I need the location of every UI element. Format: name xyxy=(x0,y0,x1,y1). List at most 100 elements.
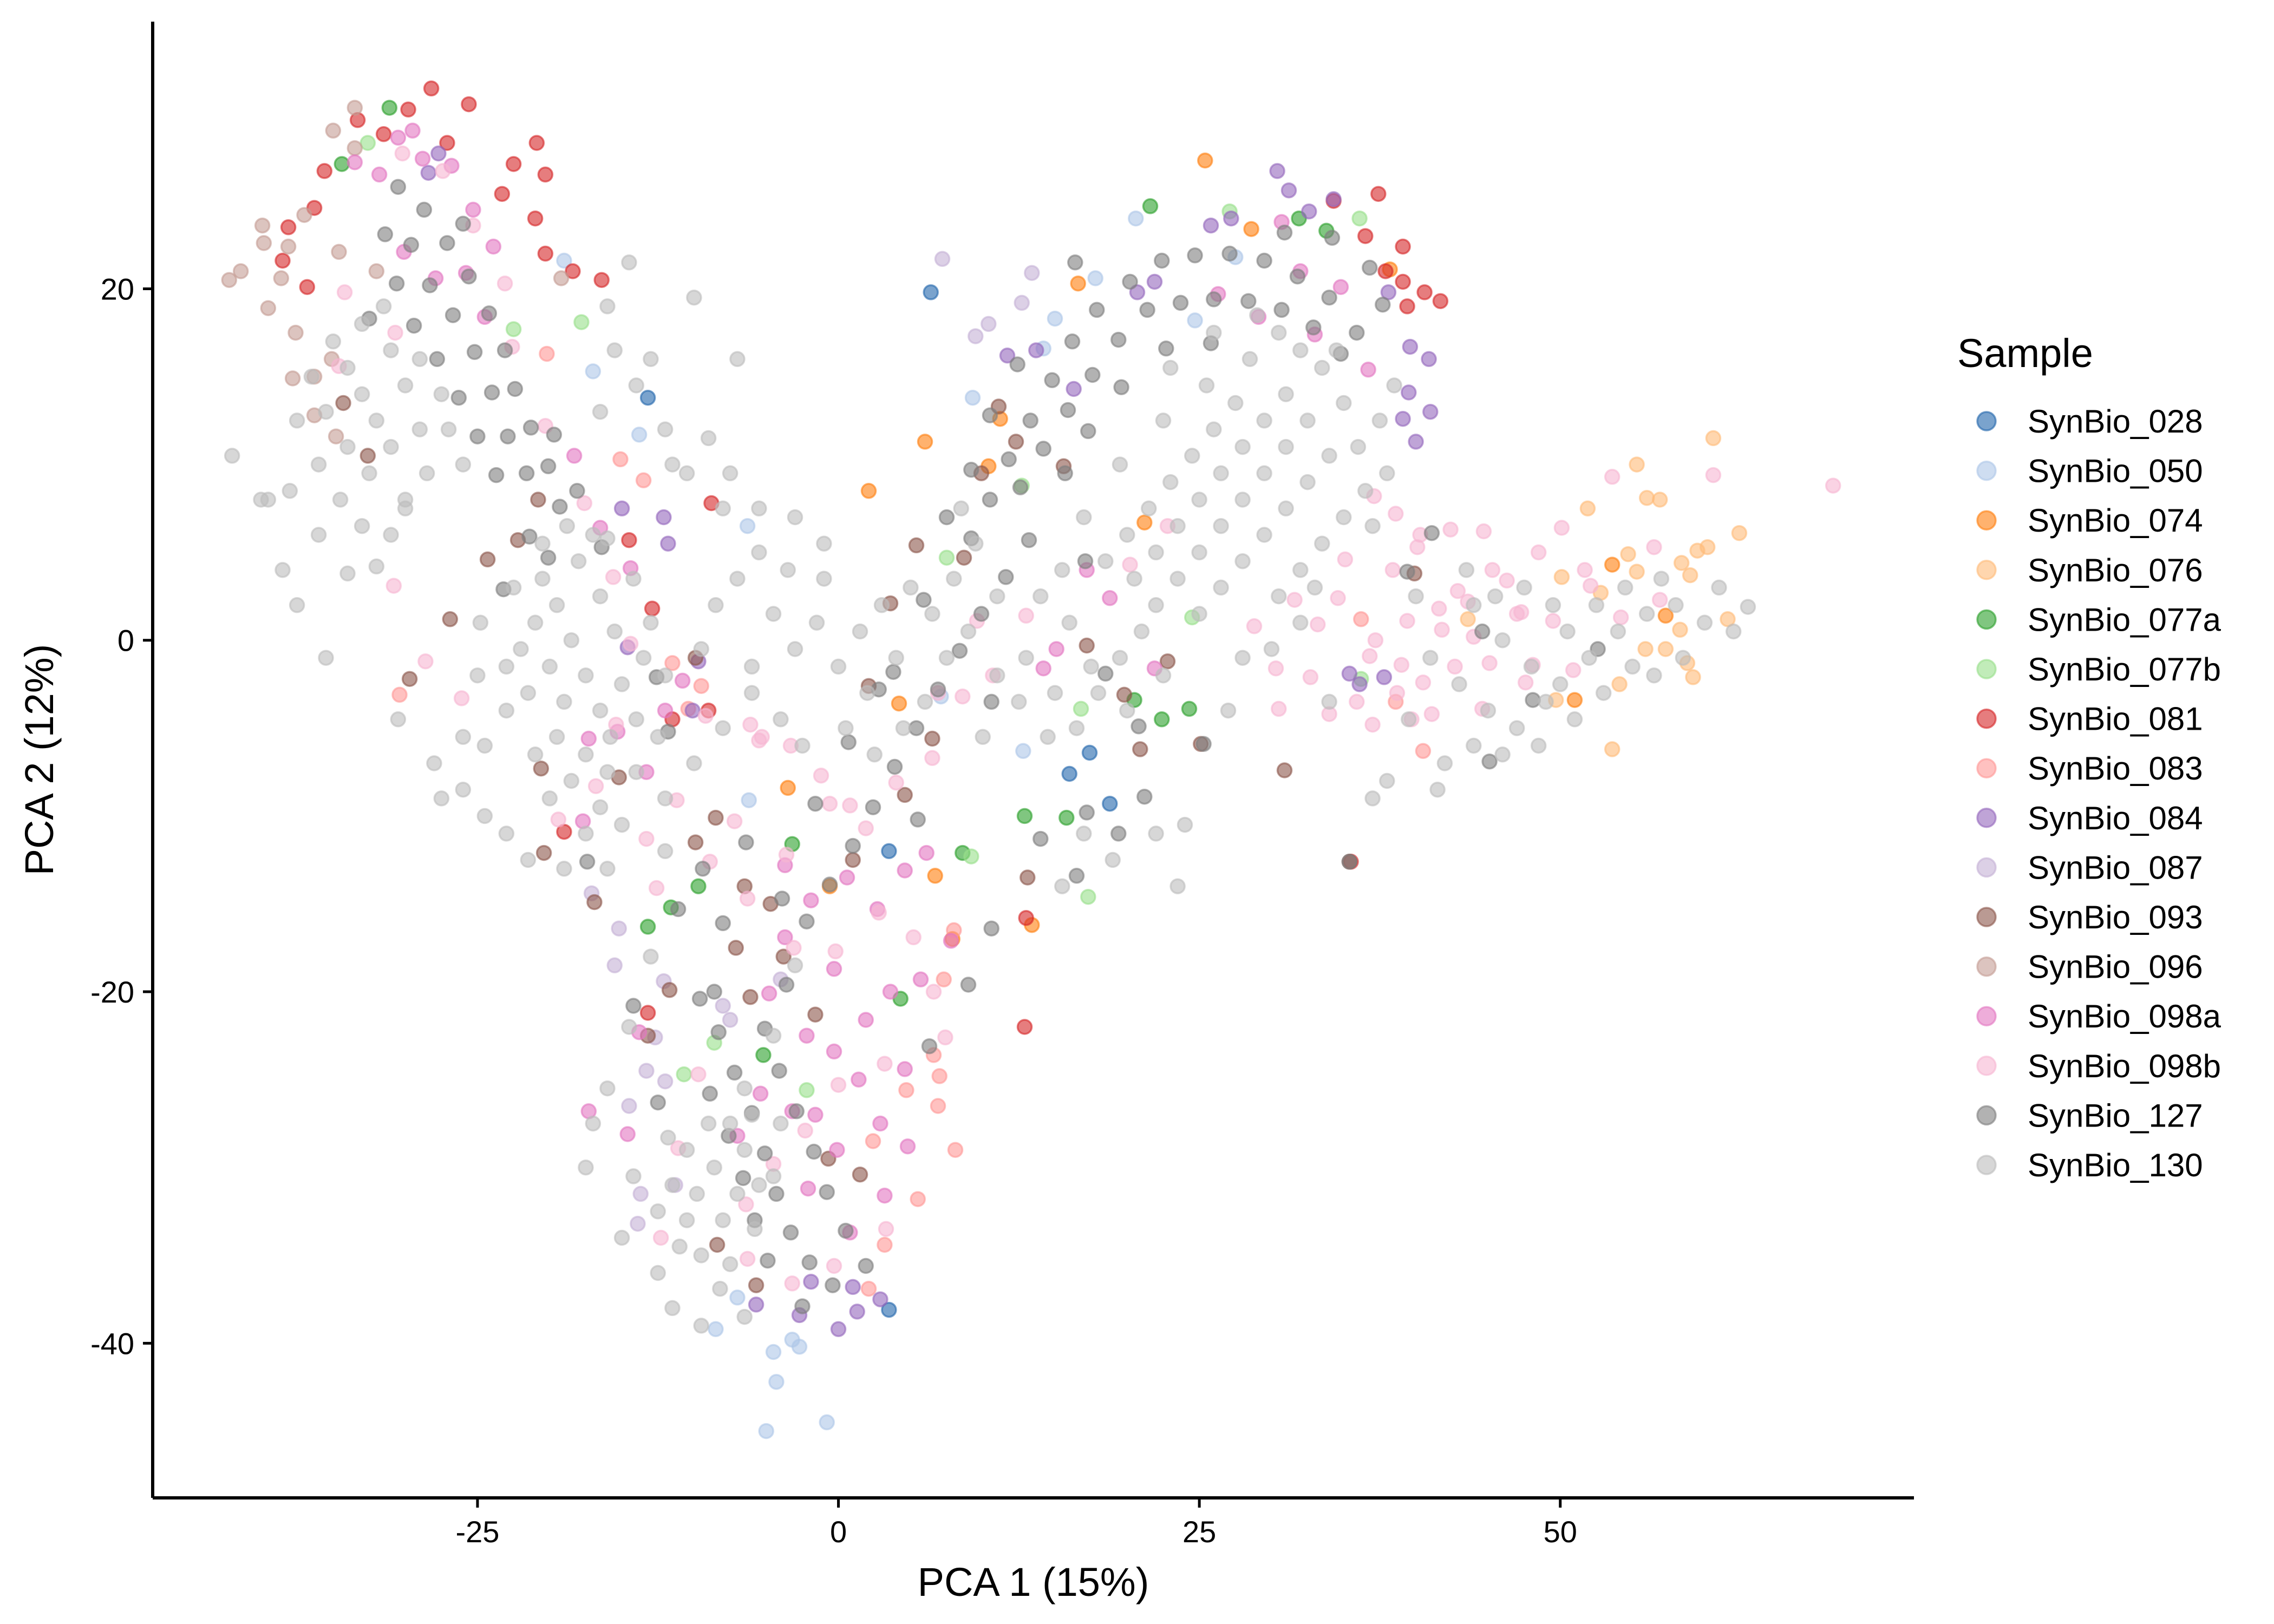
data-point xyxy=(439,135,455,151)
data-point xyxy=(778,847,795,863)
data-point xyxy=(1018,909,1034,926)
data-point xyxy=(917,434,933,450)
data-point xyxy=(1466,597,1482,613)
data-point xyxy=(1213,465,1229,482)
data-point xyxy=(585,363,602,379)
data-point xyxy=(1494,632,1511,649)
data-point xyxy=(1395,238,1411,255)
data-point xyxy=(1132,741,1148,757)
legend-key xyxy=(1976,907,1997,927)
data-point xyxy=(1386,377,1402,394)
axes: -25 0 25 50 20 0 -20 -40 PCA 1 (15%) PCA 2 (12… xyxy=(17,22,1914,1605)
data-point xyxy=(331,244,347,260)
legend-label: SynBio_084 xyxy=(2028,800,2203,836)
data-point xyxy=(635,472,652,489)
legend-label: SynBio_077b xyxy=(2028,651,2221,687)
data-point xyxy=(406,317,422,334)
series-synbio-028 xyxy=(639,284,1118,1318)
data-point xyxy=(1350,438,1367,455)
legend: Sample SynBio_028SynBio_050SynBio_074Syn… xyxy=(1957,331,2221,1183)
data-point xyxy=(826,1258,842,1274)
data-point xyxy=(592,403,609,420)
data-point xyxy=(1234,438,1251,455)
data-point xyxy=(287,324,304,341)
legend-key xyxy=(1976,857,1997,878)
legend-key xyxy=(1976,510,1997,531)
data-point xyxy=(1012,479,1029,496)
data-point xyxy=(872,1291,888,1307)
data-point xyxy=(736,1308,753,1325)
data-point xyxy=(652,1229,669,1246)
data-point xyxy=(1276,224,1293,241)
data-point xyxy=(983,693,999,710)
data-point xyxy=(931,1068,948,1084)
data-point xyxy=(325,333,342,350)
data-point xyxy=(908,537,925,554)
data-point xyxy=(1097,553,1114,569)
data-point xyxy=(1110,826,1127,842)
data-point xyxy=(1705,467,1722,483)
data-point xyxy=(339,565,356,582)
data-point xyxy=(752,1085,769,1102)
data-point xyxy=(1321,693,1337,710)
data-point xyxy=(1370,186,1387,202)
data-point xyxy=(1203,217,1219,234)
legend-label: SynBio_076 xyxy=(2028,552,2203,588)
data-point xyxy=(332,492,349,508)
data-point xyxy=(1249,307,1265,323)
data-point xyxy=(1148,597,1164,613)
data-point xyxy=(758,1423,774,1439)
data-point xyxy=(1292,342,1309,358)
data-point xyxy=(886,758,903,775)
data-point xyxy=(1545,613,1561,629)
data-point xyxy=(715,915,731,932)
data-point xyxy=(534,571,551,587)
data-point xyxy=(639,919,656,935)
data-point xyxy=(1181,700,1198,717)
data-point xyxy=(1357,228,1374,244)
data-point xyxy=(1008,434,1024,450)
data-point xyxy=(368,412,385,429)
data-point xyxy=(1408,588,1424,605)
data-point xyxy=(565,263,581,279)
data-point xyxy=(1011,693,1027,710)
data-point xyxy=(1169,518,1186,534)
legend-key xyxy=(1976,808,1997,828)
data-point xyxy=(375,126,392,142)
data-point xyxy=(578,746,594,763)
data-point xyxy=(899,1138,916,1155)
data-point xyxy=(628,377,644,394)
data-point xyxy=(738,1196,754,1213)
data-point xyxy=(787,509,803,526)
data-point xyxy=(801,1254,818,1271)
data-point xyxy=(1740,599,1756,615)
data-point xyxy=(360,135,376,151)
data-point xyxy=(938,549,955,566)
data-point xyxy=(1131,718,1147,735)
data-point xyxy=(401,671,418,687)
data-point xyxy=(498,826,515,842)
legend-item: SynBio_084 xyxy=(1976,800,2203,836)
y-tick-label: 20 xyxy=(101,272,134,306)
data-point xyxy=(1122,556,1138,573)
data-point xyxy=(414,150,431,167)
data-point xyxy=(433,790,450,807)
data-point xyxy=(1481,655,1498,671)
data-point xyxy=(799,1027,815,1044)
data-point xyxy=(1675,650,1691,666)
data-point xyxy=(1552,676,1569,692)
data-point xyxy=(613,676,630,692)
data-point xyxy=(1169,571,1186,587)
data-point xyxy=(786,940,802,956)
data-point xyxy=(381,100,398,116)
data-point xyxy=(678,465,695,482)
data-point xyxy=(622,636,639,652)
data-point xyxy=(1422,403,1439,420)
data-point xyxy=(552,499,568,515)
data-point xyxy=(613,1229,630,1246)
data-point xyxy=(435,163,451,179)
data-point xyxy=(260,300,277,316)
data-point xyxy=(619,1126,636,1142)
data-point xyxy=(453,690,470,706)
data-point xyxy=(1588,597,1605,613)
